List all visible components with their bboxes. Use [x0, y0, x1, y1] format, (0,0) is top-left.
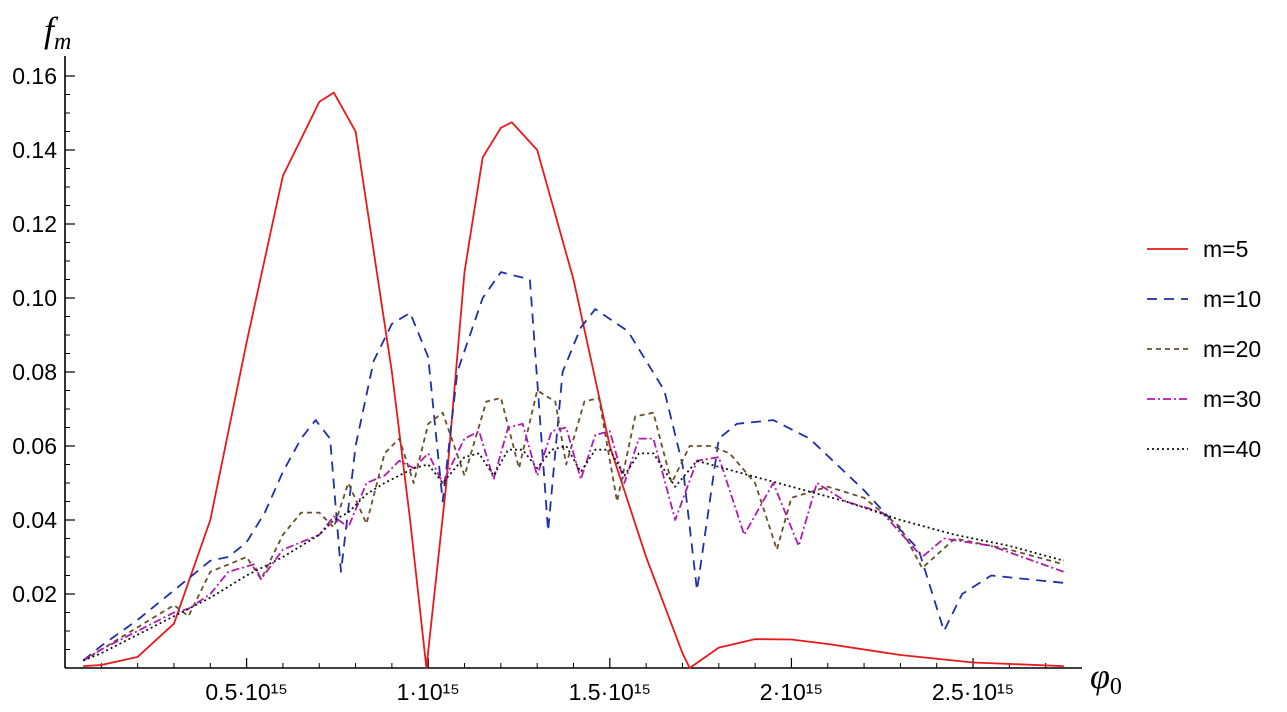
- legend-label: m=40: [1203, 436, 1261, 462]
- legend-label: m=20: [1203, 336, 1261, 362]
- y-tick-label: 0.04: [12, 507, 57, 533]
- series-line-m-30: [82, 422, 1065, 662]
- x-tick-label: 2.5·10¹⁵: [932, 679, 1014, 705]
- x-axis-title: φ0: [1090, 656, 1122, 700]
- series-line-m-10: [82, 271, 1064, 662]
- y-tick-label: 0.12: [12, 211, 57, 237]
- legend-label: m=5: [1203, 236, 1248, 262]
- y-tick-label: 0.10: [12, 285, 57, 311]
- y-tick-label: 0.06: [12, 433, 57, 459]
- x-axis-title-main: φ: [1090, 656, 1110, 696]
- y-axis-title-sub: m: [54, 29, 71, 55]
- y-axis-title: fm: [44, 10, 71, 55]
- x-axis-title-sub: 0: [1110, 674, 1122, 700]
- y-tick-label: 0.14: [12, 137, 57, 163]
- series-line-m-40: [82, 445, 1065, 662]
- x-tick-label: 1·10¹⁵: [397, 679, 460, 705]
- legend-label: m=30: [1203, 386, 1261, 412]
- axes: 0.02 0.04 0.06 0.08 0.10 0.12 0.14 0.16 0.5·10¹⁵…: [12, 10, 1122, 705]
- legend: m=5 m=10 m=20 m=30 m=40: [1147, 236, 1261, 462]
- legend-label: m=10: [1203, 286, 1261, 312]
- series-line-m-20: [82, 389, 1065, 662]
- x-tick-label: 0.5·10¹⁵: [205, 679, 287, 705]
- series-layer: [82, 91, 1065, 669]
- y-tick-label: 0.02: [12, 581, 57, 607]
- x-tick-label: 2·10¹⁵: [760, 679, 823, 705]
- x-tick-label: 1.5·10¹⁵: [569, 679, 651, 705]
- y-tick-label: 0.08: [12, 359, 57, 385]
- y-tick-label: 0.16: [12, 63, 57, 89]
- series-line-m-5: [83, 91, 1064, 669]
